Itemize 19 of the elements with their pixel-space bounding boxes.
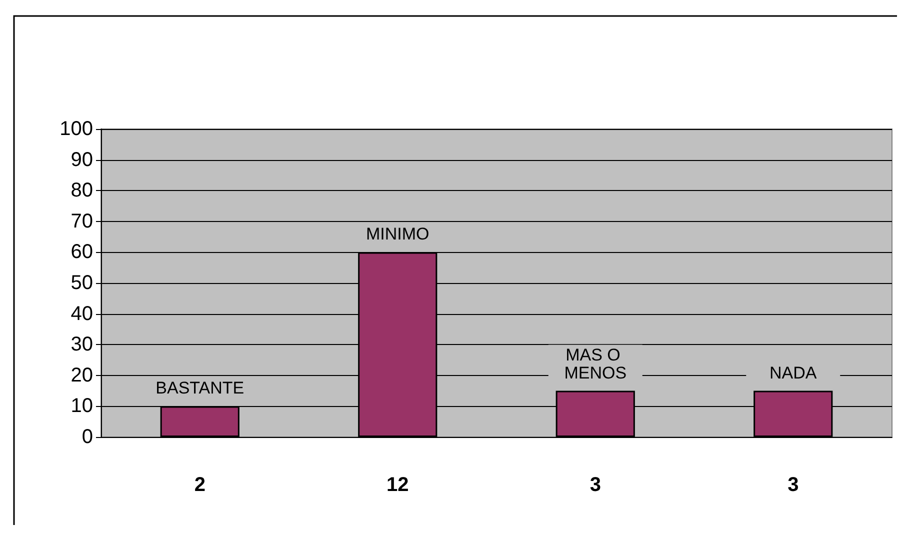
data-label: NADA <box>770 363 818 382</box>
y-tick-label: 0 <box>82 426 93 448</box>
y-tick-label: 60 <box>70 241 93 264</box>
x-tick-label: 12 <box>386 474 409 496</box>
y-tick-label: 80 <box>70 180 93 202</box>
data-label: MAS O MENOS <box>564 345 627 382</box>
x-tick-label: 2 <box>194 474 206 496</box>
data-label: BASTANTE <box>156 378 244 398</box>
y-tick-label: 90 <box>70 148 93 171</box>
y-tick-label: 50 <box>70 272 93 294</box>
data-label: MINIMO <box>366 224 430 244</box>
y-tick-label: 10 <box>70 395 93 418</box>
y-tick-label: 20 <box>70 364 93 386</box>
x-tick-label: 3 <box>788 474 799 496</box>
x-tick-label: 3 <box>590 474 601 496</box>
y-tick-label: 70 <box>70 210 93 232</box>
y-tick-label: 30 <box>70 334 93 356</box>
y-tick-label: 100 <box>60 118 93 140</box>
y-tick-label: 40 <box>70 302 93 325</box>
